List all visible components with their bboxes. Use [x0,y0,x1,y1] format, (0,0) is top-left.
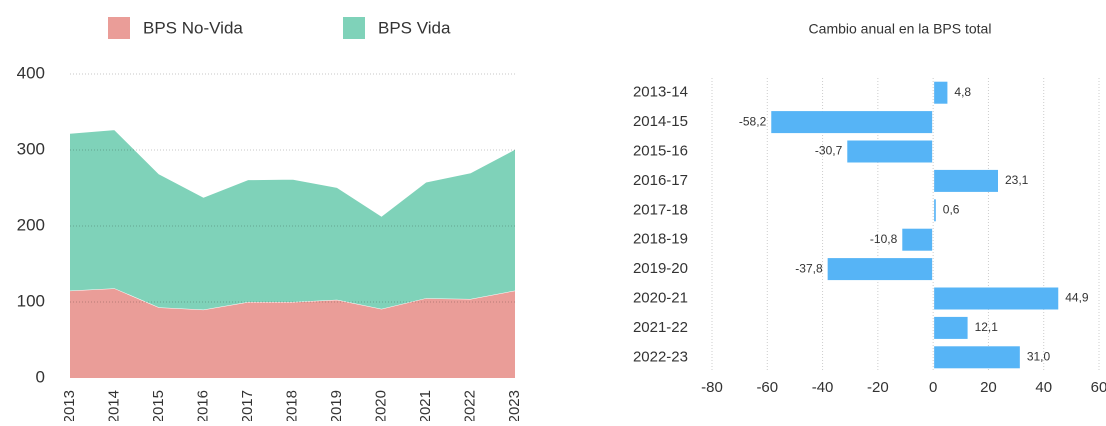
legend-label: BPS Vida [378,18,451,37]
x-tick-label: 2018 [283,390,300,421]
x-tick-label: 2021 [417,390,434,421]
x-tick-label: -20 [867,379,889,396]
x-tick-label: 2020 [372,390,389,421]
y-tick-label: 0 [36,367,45,386]
x-tick-label: -40 [812,379,834,396]
value-label: 44,9 [1065,291,1089,305]
chart-title: Cambio anual en la BPS total [809,21,992,37]
x-tick-label: 20 [980,379,997,396]
bar [934,169,998,192]
y-tick-label: 2013-14 [633,84,688,101]
y-tick-label: 2018-19 [633,231,688,248]
bar [902,228,933,251]
legend-swatch [343,17,365,39]
value-label: -58,2 [739,114,767,128]
x-tick-label: 2017 [239,390,256,421]
y-tick-label: 2020-21 [633,289,688,306]
y-tick-label: 200 [17,215,45,234]
y-tick-label: 2022-23 [633,348,688,365]
x-tick-label: 40 [1035,379,1052,396]
y-tick-label: 100 [17,291,45,310]
bar [771,111,933,134]
x-tick-label: 0 [929,379,937,396]
bar [934,316,968,339]
value-label: 23,1 [1005,173,1029,187]
x-tick-label: -60 [756,379,778,396]
value-label: -10,8 [870,232,898,246]
value-label: 31,0 [1027,349,1051,363]
y-tick-label: 2016-17 [633,172,688,189]
y-tick-label: 2015-16 [633,142,688,159]
value-label: 4,8 [954,85,971,99]
x-tick-label: 2016 [194,390,211,421]
value-label: 0,6 [943,202,960,216]
area-edge [69,129,516,217]
bar [827,258,933,281]
legend-swatch [108,17,130,39]
bar [934,81,948,104]
y-tick-label: 2019-20 [633,260,688,277]
value-label: -37,8 [795,261,823,275]
y-tick-label: 2014-15 [633,113,688,130]
x-tick-label: 2014 [105,390,122,421]
x-tick-label: -80 [701,379,723,396]
x-tick-label: 2019 [328,390,345,421]
value-label: -30,7 [815,144,843,158]
y-tick-label: 300 [17,139,45,158]
area-fill [70,288,515,378]
y-tick-label: 2017-18 [633,201,688,218]
bar [847,140,933,163]
y-tick-label: 2021-22 [633,319,688,336]
legend-label: BPS No-Vida [143,18,243,37]
x-tick-label: 2023 [506,390,523,421]
x-tick-label: 2022 [461,390,478,421]
bar [934,199,936,222]
y-tick-label: 400 [17,63,45,82]
x-tick-label: 2015 [150,390,167,421]
area-fill [70,129,515,310]
value-label: 12,1 [975,320,999,334]
x-tick-label: 2013 [61,390,78,421]
bar [934,346,1020,369]
x-tick-label: 60 [1091,379,1106,396]
bar [934,287,1059,310]
